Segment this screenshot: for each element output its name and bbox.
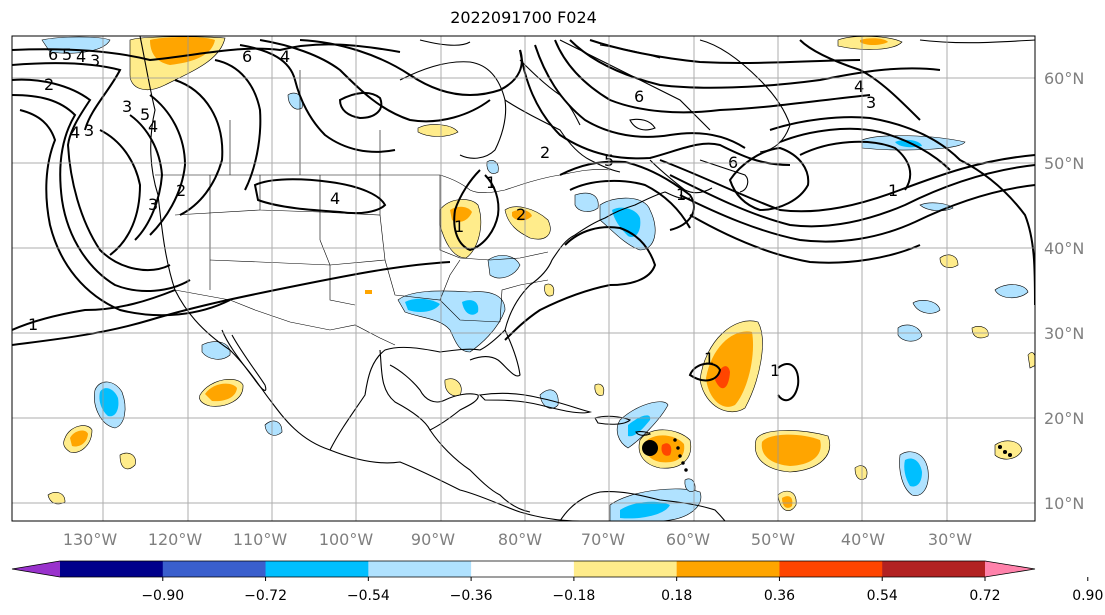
colorbar-tick-label: 0.36 — [764, 588, 795, 604]
colorbar-tick-label: 0.72 — [969, 588, 1000, 604]
shaded-anomaly-areas — [41, 36, 1035, 521]
contour-label: 3 — [90, 51, 100, 70]
contour-label: 6 — [48, 45, 58, 64]
contour-label: 6 — [634, 87, 644, 106]
longitude-labels: 130°W 120°W 110°W 100°W 90°W 80°W 70°W 6… — [63, 530, 972, 549]
contour-label: 3 — [866, 93, 876, 112]
lon-label: 50°W — [751, 530, 795, 549]
contour-label: 1 — [770, 361, 780, 380]
colorbar-segment — [471, 561, 575, 577]
colorbar-segment — [60, 561, 164, 577]
lat-label: 10°N — [1044, 494, 1084, 513]
colorbar — [11, 560, 1036, 578]
lat-label: 50°N — [1044, 154, 1084, 173]
colorbar-labels: −0.90 −0.72 −0.54 −0.36 −0.18 0.18 0.36 0.54 0.7… — [141, 577, 1103, 604]
contour-label: 3 — [148, 195, 158, 214]
colorbar-tick-label: 0.54 — [867, 588, 898, 604]
contour-label: 1 — [704, 349, 714, 368]
lon-label: 70°W — [581, 530, 625, 549]
contour-label: 1 — [888, 181, 898, 200]
colorbar-tick-label: 0.90 — [1072, 588, 1103, 604]
colorbar-tick-label: 0.18 — [661, 588, 692, 604]
colorbar-tick-label: −0.90 — [141, 588, 184, 604]
lon-label: 110°W — [233, 530, 288, 549]
lon-label: 40°W — [841, 530, 885, 549]
lon-label: 120°W — [148, 530, 203, 549]
contour-label: 1 — [28, 315, 38, 334]
colorbar-segment — [265, 561, 369, 577]
colorbar-segment — [779, 561, 883, 577]
colorbar-tick-label: −0.54 — [347, 588, 390, 604]
contour-label: 6 — [242, 47, 252, 66]
contour-label: 2 — [516, 205, 526, 224]
lat-label: 20°N — [1044, 409, 1084, 428]
lon-label: 90°W — [411, 530, 455, 549]
contour-label: 5 — [62, 45, 72, 64]
colorbar-outline — [11, 560, 1036, 578]
contour-label: 4 — [70, 123, 80, 142]
lon-label: 60°W — [666, 530, 710, 549]
colorbar-segment — [368, 561, 472, 577]
colorbar-tick-label: −0.18 — [552, 588, 595, 604]
colorbar-segment — [676, 561, 780, 577]
map-frame — [11, 35, 1036, 522]
latitude-labels: 60°N 50°N 40°N 30°N 20°N 10°N — [1044, 69, 1084, 513]
lon-label: 80°W — [498, 530, 542, 549]
map-title: 2022091700 F024 — [450, 8, 597, 27]
contour-label: 2 — [540, 143, 550, 162]
colorbar-tick-label: −0.36 — [450, 588, 493, 604]
contour-lines — [12, 39, 1035, 402]
lat-label: 40°N — [1044, 239, 1084, 258]
lon-label: 30°W — [928, 530, 972, 549]
lat-label: 30°N — [1044, 324, 1084, 343]
contour-label: 2 — [44, 75, 54, 94]
contour-label: 1 — [454, 217, 464, 236]
storm-center-marker — [642, 440, 658, 456]
colorbar-segment — [882, 561, 986, 577]
contour-label: 4 — [148, 117, 158, 136]
contour-label: 1 — [676, 185, 686, 204]
contour-label: 2 — [176, 181, 186, 200]
colorbar-segment — [573, 561, 678, 577]
contour-label: 5 — [140, 105, 150, 124]
lat-label: 60°N — [1044, 69, 1084, 88]
lon-label: 100°W — [319, 530, 374, 549]
colorbar-min-extension — [12, 561, 60, 577]
contour-labels: 6 5 4 3 6 4 3 1 2 2 4 6 5 4 3 2 1 1 4 3 … — [28, 45, 898, 380]
colorbar-tick-label: −0.72 — [244, 588, 287, 604]
lon-label: 130°W — [63, 530, 118, 549]
contour-label: 3 — [84, 121, 94, 140]
colorbar-max-extension — [985, 561, 1035, 577]
contour-label: 4 — [854, 77, 864, 96]
gridlines — [12, 36, 1035, 521]
contour-label: 3 — [122, 97, 132, 116]
contour-label: 4 — [76, 47, 86, 66]
contour-label: 4 — [330, 189, 340, 208]
colorbar-segment — [162, 561, 267, 577]
contour-label: 4 — [280, 47, 290, 66]
contour-label: 1 — [486, 173, 496, 192]
